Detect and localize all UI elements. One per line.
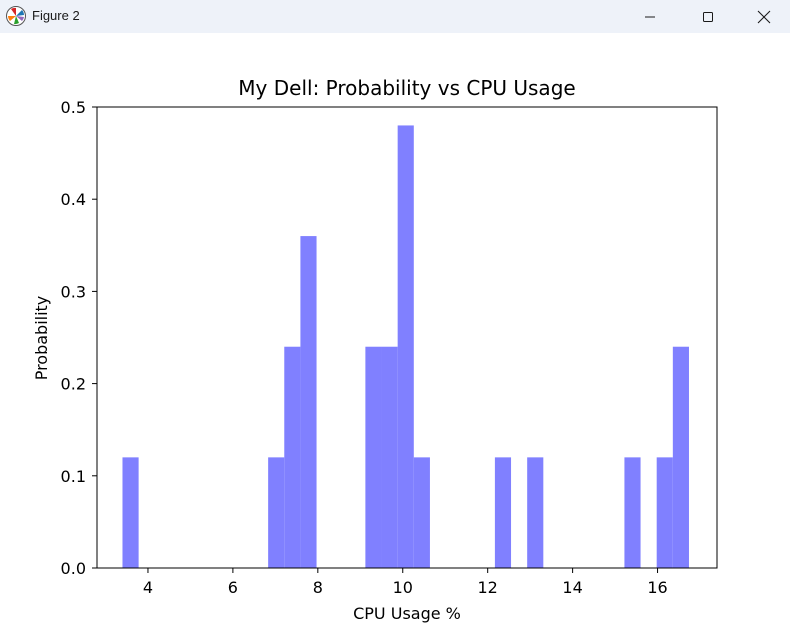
histogram-bar [381,346,398,568]
histogram-bar [397,125,414,568]
figure-canvas: My Dell: Probability vs CPU Usage 0.0 0.1… [0,33,790,628]
matplotlib-app-icon [5,5,27,27]
x-axis-ticks: 4 6 8 10 12 14 16 [143,568,668,597]
y-tick-label: 0.4 [61,190,86,209]
x-tick-label: 16 [647,578,667,597]
histogram-bar [624,457,641,568]
x-tick-label: 6 [228,578,238,597]
maximize-button[interactable] [679,0,737,33]
bars-layer [122,125,689,568]
close-button[interactable] [737,0,790,33]
y-axis-label: Probability [32,296,51,381]
x-tick-label: 12 [478,578,498,597]
chart-title: My Dell: Probability vs CPU Usage [238,76,575,100]
y-tick-label: 0.1 [61,467,86,486]
histogram-bar [527,457,544,568]
histogram-bar [284,346,301,568]
histogram-bar [365,346,382,568]
histogram-bar [656,457,673,568]
x-tick-label: 8 [313,578,323,597]
maximize-icon [703,11,713,22]
plot-frame [96,106,718,569]
minimize-icon [645,16,655,17]
y-tick-label: 0.0 [61,559,86,578]
x-tick-label: 10 [393,578,413,597]
x-tick-label: 4 [143,578,153,597]
histogram-bar [268,457,285,568]
window-titlebar[interactable]: Figure 2 [0,0,790,33]
y-axis-ticks: 0.0 0.1 0.2 0.3 0.4 0.5 [61,98,97,578]
histogram-bar [413,457,430,568]
x-axis-label: CPU Usage % [353,604,461,623]
histogram-bar [300,236,317,568]
histogram-bar [122,457,139,568]
histogram-bar [494,457,512,568]
close-icon [757,10,770,23]
histogram-bar [672,346,689,568]
minimize-button[interactable] [621,0,679,33]
y-tick-label: 0.5 [61,98,86,117]
window-title: Figure 2 [32,8,80,23]
y-tick-label: 0.2 [61,375,86,394]
histogram-chart: My Dell: Probability vs CPU Usage 0.0 0.1… [32,76,718,623]
x-tick-label: 14 [562,578,582,597]
y-tick-label: 0.3 [61,282,86,301]
